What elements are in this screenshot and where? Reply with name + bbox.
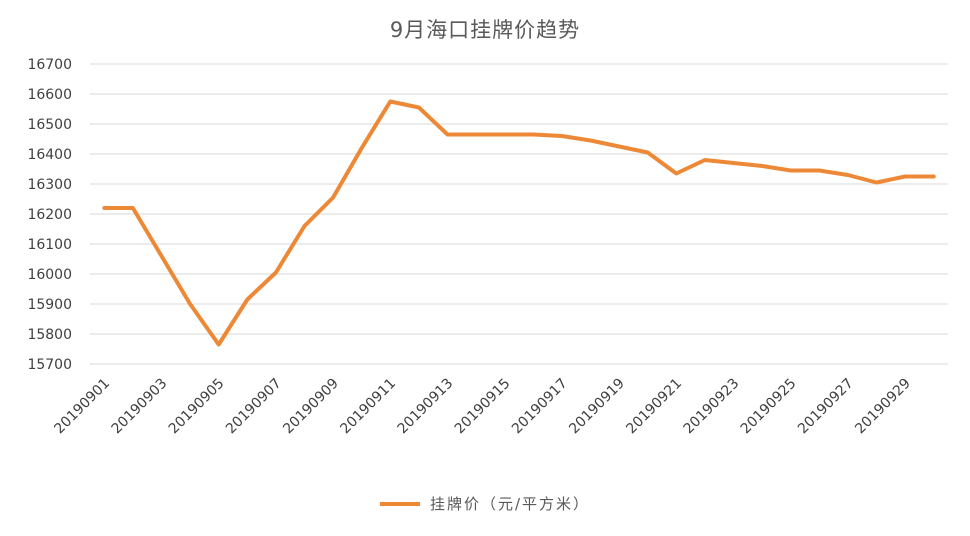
y-tick-label: 15700 (27, 357, 72, 373)
x-tick-label: 20190927 (795, 376, 857, 438)
x-tick-label: 20190915 (452, 376, 514, 438)
legend-swatch (379, 501, 420, 506)
x-tick-label: 20190925 (738, 376, 800, 438)
series-line (102, 99, 936, 347)
y-tick-label: 16600 (27, 87, 72, 103)
x-tick-label: 20190909 (280, 376, 342, 438)
x-tick-label: 20190905 (166, 376, 228, 438)
gridlines (90, 63, 948, 365)
x-tick-label: 20190919 (566, 376, 628, 438)
y-tick-label: 16200 (27, 207, 72, 223)
x-tick-label: 20190917 (509, 376, 571, 438)
legend-label: 挂牌价（元/平方米） (429, 495, 591, 513)
x-tick-label: 20190901 (51, 376, 113, 438)
x-axis-ticks: 2019090120190903201909052019090720190909… (51, 376, 914, 438)
x-tick-label: 20190903 (109, 376, 171, 438)
y-tick-label: 16300 (27, 177, 72, 193)
legend: 挂牌价（元/平方米） (0, 493, 970, 514)
x-tick-label: 20190907 (223, 376, 285, 438)
line-chart: 16700 16600 16500 16400 16300 16200 16100 16000… (27, 57, 948, 438)
y-tick-label: 15800 (27, 327, 72, 343)
chart-title: 9月海口挂牌价趋势 (389, 18, 581, 42)
y-tick-label: 16000 (27, 267, 72, 283)
y-tick-label: 16100 (27, 237, 72, 253)
y-tick-label: 16400 (27, 147, 72, 163)
y-tick-label: 16700 (27, 57, 72, 73)
x-tick-label: 20190911 (337, 376, 399, 438)
y-tick-label: 15900 (27, 297, 72, 313)
x-tick-label: 20190921 (623, 376, 685, 438)
x-tick-label: 20190929 (852, 376, 914, 438)
y-axis-ticks: 16700 16600 16500 16400 16300 16200 16100 16000… (27, 57, 72, 373)
x-tick-label: 20190913 (395, 376, 457, 438)
x-tick-label: 20190923 (681, 376, 743, 438)
y-tick-label: 16500 (27, 117, 72, 133)
